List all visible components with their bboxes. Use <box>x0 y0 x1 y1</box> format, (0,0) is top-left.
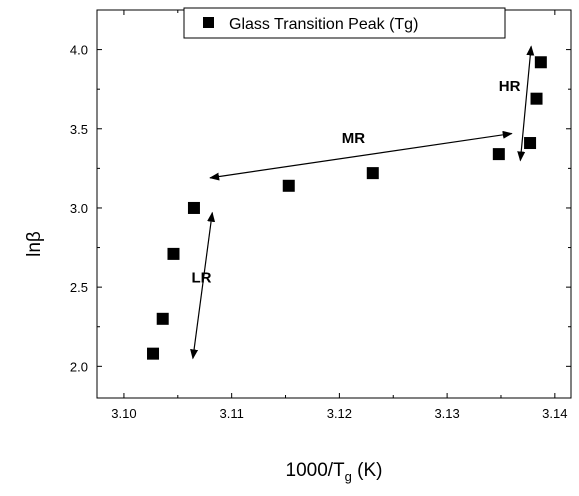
y-tick-label: 3.5 <box>70 122 88 137</box>
data-point <box>187 201 200 214</box>
legend-label: Glass Transition Peak (Tg) <box>229 16 418 33</box>
x-axis-title-subscript: g <box>345 469 352 484</box>
x-tick-label: 3.11 <box>219 406 243 421</box>
legend-marker <box>203 17 214 28</box>
region-arrow <box>517 45 535 162</box>
x-tick-label: 3.12 <box>327 406 352 421</box>
region-arrows: LR MR HR <box>190 45 535 360</box>
data-point <box>167 247 180 260</box>
plot-frame <box>96 9 572 399</box>
axis-ticks: 3.10 3.11 3.12 3.13 3.14 2.0 2.5 3.0 3.5 4.0 <box>70 9 571 421</box>
data-point <box>366 167 379 180</box>
region-arrow <box>190 211 216 360</box>
data-point <box>534 56 547 69</box>
x-tick-label: 3.13 <box>434 406 459 421</box>
data-point <box>282 179 295 192</box>
x-axis-title: 1000/Tg (K) <box>286 460 383 484</box>
y-axis-title: lnβ <box>24 231 45 257</box>
y-tick-label: 2.0 <box>70 359 88 374</box>
legend-box <box>183 7 506 39</box>
x-tick-label: 3.14 <box>542 406 567 421</box>
x-axis-title-main: 1000/T <box>286 460 346 481</box>
data-point <box>492 148 505 161</box>
region-label: HR <box>499 78 521 95</box>
region-label: MR <box>342 130 365 147</box>
data-point <box>524 137 537 150</box>
x-axis-title-unit: (K) <box>352 460 383 481</box>
data-point <box>530 92 543 105</box>
data-points <box>147 56 547 360</box>
data-point <box>156 312 169 325</box>
legend: Glass Transition Peak (Tg) <box>183 7 506 39</box>
y-tick-label: 2.5 <box>70 280 88 295</box>
region-arrow <box>209 130 513 181</box>
data-point <box>147 347 160 360</box>
y-tick-label: 4.0 <box>70 43 88 58</box>
x-tick-label: 3.10 <box>111 406 136 421</box>
y-tick-label: 3.0 <box>70 201 88 216</box>
region-label: LR <box>191 269 211 286</box>
